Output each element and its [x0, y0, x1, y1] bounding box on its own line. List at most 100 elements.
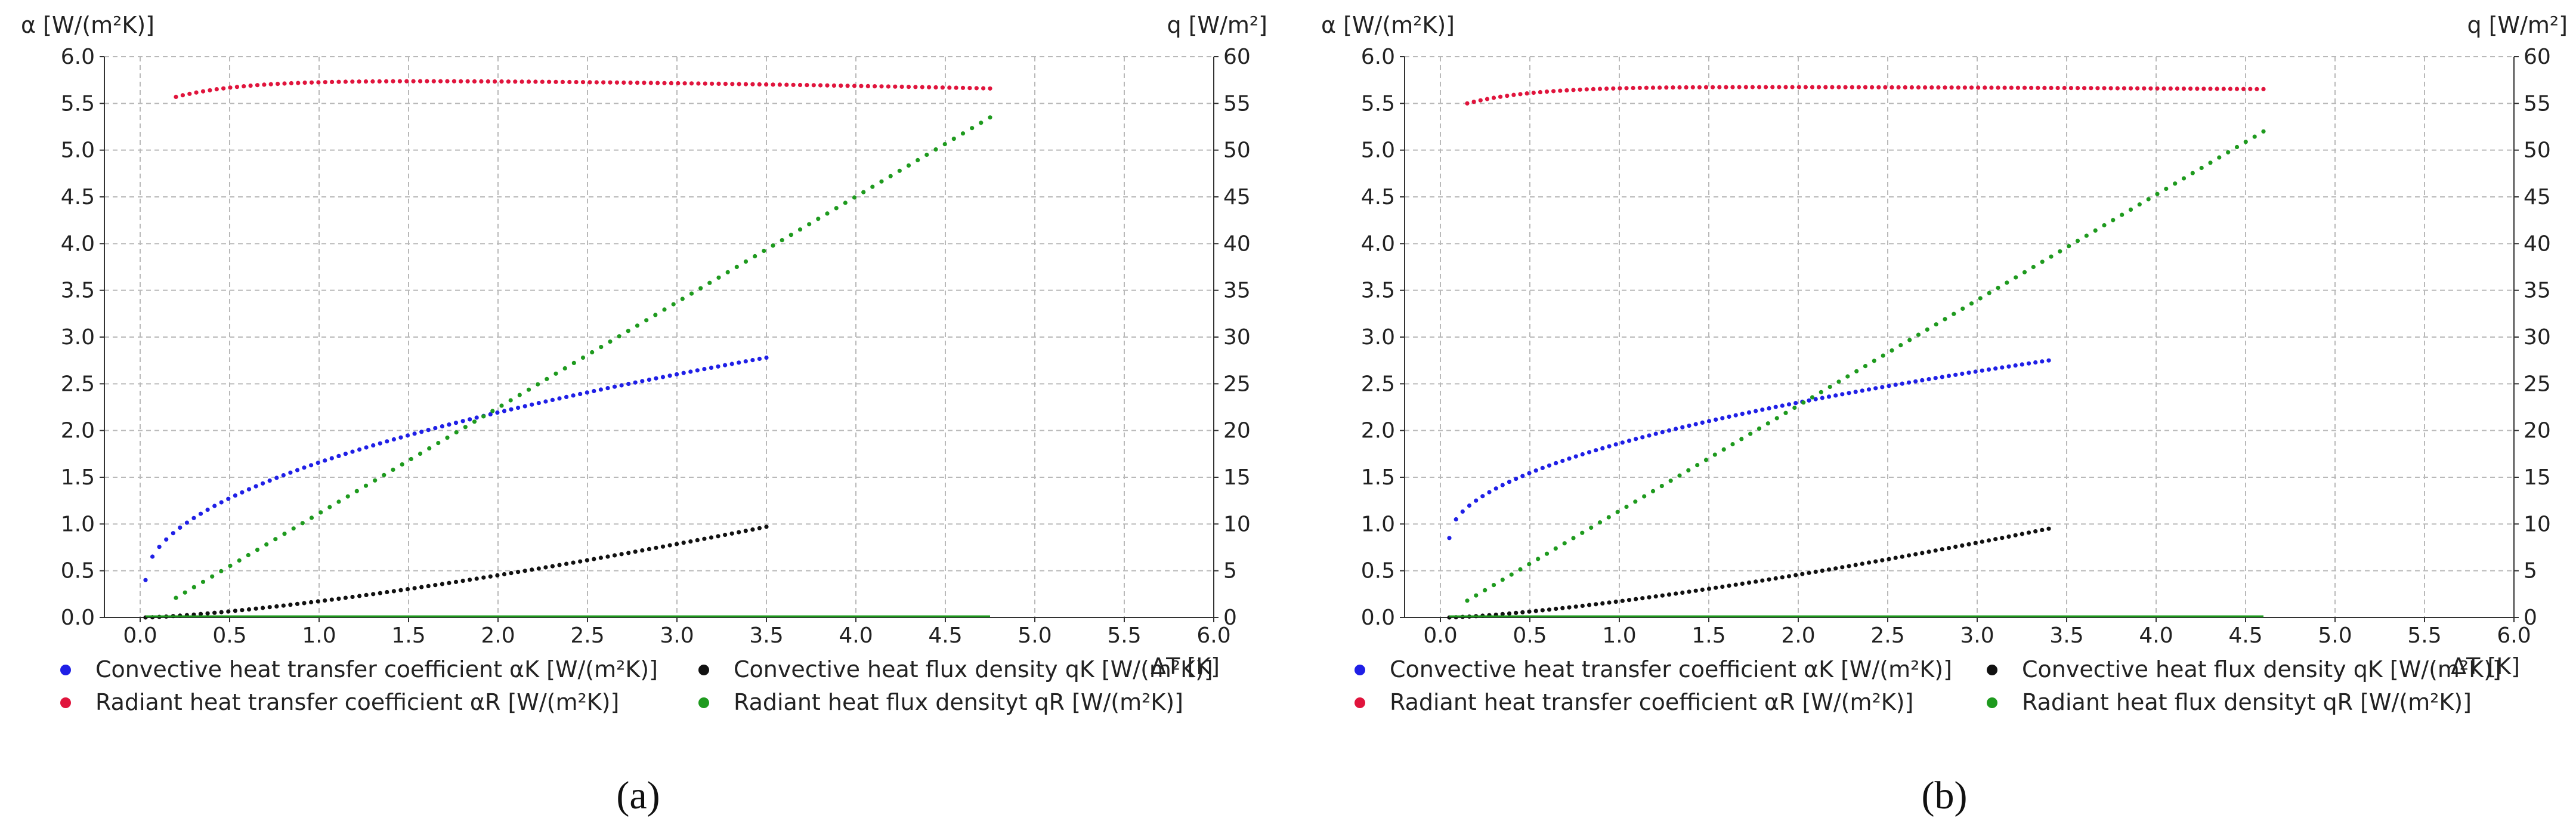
point-alpha_r [873, 84, 877, 89]
point-alpha_r [533, 79, 538, 84]
point-alpha_k [1634, 437, 1638, 441]
point-alpha_r [2002, 85, 2007, 90]
point-q_r [210, 574, 215, 579]
point-alpha_r [1604, 87, 1609, 91]
point-alpha_k [709, 365, 714, 370]
point-alpha_k [1833, 393, 1838, 398]
point-alpha_r [2142, 86, 2147, 91]
point-alpha_r [743, 82, 749, 87]
y-left-tick-label: 1.5 [1361, 465, 1395, 490]
legend-marker-alpha_r [1355, 697, 1365, 708]
point-alpha_r [1764, 85, 1768, 89]
point-q_k [723, 532, 728, 538]
point-alpha_r [960, 85, 966, 90]
point-q_r [499, 403, 504, 408]
point-alpha_r [1631, 85, 1635, 91]
point-q_r [635, 323, 640, 328]
point-alpha_k [1474, 498, 1479, 503]
point-q_r [1730, 442, 1735, 447]
point-alpha_k [2033, 360, 2038, 365]
point-alpha_r [1644, 85, 1649, 90]
point-q_k [647, 546, 651, 552]
point-q_r [2243, 140, 2248, 144]
point-alpha_r [1591, 87, 1595, 91]
point-q_r [1544, 551, 1550, 556]
point-q_r [200, 579, 206, 584]
point-alpha_r [2015, 85, 2020, 90]
point-q_r [1774, 416, 1779, 421]
point-alpha_r [1850, 85, 1854, 89]
point-q_k [1993, 537, 1998, 542]
panel-a: 0.0 0.5 1.0 1.5 2.0 2.5 3.0 3.5 4.0 4.5 5.0 5.5 6.00… [21, 12, 1267, 680]
legend-label-alpha_k: Convective heat transfer coefficient αK … [1390, 656, 1952, 682]
point-alpha_r [2168, 86, 2173, 91]
point-alpha_k [1913, 379, 1918, 384]
point-alpha_r [1618, 86, 1622, 91]
point-alpha_r [1697, 85, 1702, 89]
point-alpha_k [1647, 433, 1652, 438]
point-q_k [1674, 591, 1678, 596]
point-alpha_r [1538, 89, 1542, 95]
point-alpha_r [2241, 87, 2246, 91]
y-left-tick-label: 6.0 [61, 45, 95, 69]
point-alpha_r [831, 83, 836, 88]
point-q_r [536, 382, 540, 387]
point-q_r [400, 462, 404, 467]
point-q_r [608, 339, 613, 344]
point-alpha_r [2029, 85, 2034, 90]
point-q_k [1780, 575, 1785, 580]
point-alpha_k [654, 376, 658, 381]
point-q_k [405, 587, 410, 592]
point-q_r [354, 489, 359, 493]
point-alpha_r [221, 86, 226, 91]
point-q_k [522, 569, 527, 573]
point-alpha_k [1567, 456, 1572, 461]
point-alpha_k [729, 362, 734, 366]
point-q_r [336, 499, 341, 504]
point-alpha_k [1813, 397, 1818, 402]
point-alpha_r [540, 79, 545, 84]
point-alpha_r [1478, 98, 1483, 103]
point-q_k [2006, 534, 2011, 539]
point-q_r [1624, 504, 1629, 509]
point-alpha_k [1533, 468, 1538, 473]
point-q_r [418, 451, 423, 456]
point-alpha_r [574, 80, 579, 85]
point-q_r [2181, 176, 2187, 181]
point-alpha_r [519, 79, 524, 84]
point-alpha_k [1887, 384, 1891, 388]
point-q_r [626, 329, 630, 333]
point-alpha_r [899, 84, 904, 89]
point-q_k [2040, 527, 2045, 533]
point-q_r [698, 286, 703, 291]
x-axis-label: ΔT [K] [2451, 653, 2520, 680]
point-q_r [916, 158, 920, 162]
point-q_k [1733, 582, 1738, 587]
y-left-axis-label: α [W/(m²K)] [1321, 12, 1455, 38]
point-q_r [1527, 562, 1532, 567]
point-q_k [1840, 565, 1845, 570]
point-q_r [427, 446, 432, 451]
point-alpha_r [2095, 86, 2100, 91]
point-alpha_r [893, 84, 898, 89]
point-q_k [654, 545, 658, 550]
point-alpha_r [194, 90, 199, 95]
y-right-tick-label: 45 [2524, 185, 2551, 209]
point-alpha_k [1500, 483, 1505, 487]
series-alpha_r [1465, 85, 2266, 106]
point-q_k [468, 578, 472, 582]
point-q_r [861, 190, 866, 194]
point-alpha_r [438, 79, 443, 84]
point-alpha_r [465, 79, 470, 84]
point-alpha_r [696, 81, 701, 86]
point-alpha_r [431, 79, 436, 84]
point-alpha_k [226, 496, 231, 501]
point-alpha_r [662, 81, 667, 85]
point-q_k [2013, 533, 2018, 538]
point-q_k [474, 576, 479, 581]
point-q_k [1554, 606, 1558, 612]
y-right-tick-label: 0 [1223, 606, 1237, 630]
point-alpha_k [419, 430, 424, 434]
point-alpha_k [1767, 406, 1771, 411]
point-q_r [1845, 374, 1850, 379]
